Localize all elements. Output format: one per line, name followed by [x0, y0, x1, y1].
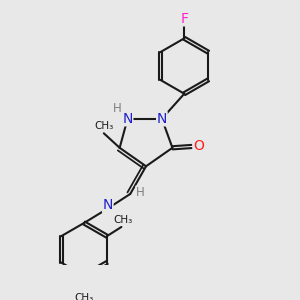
Text: O: O — [194, 140, 204, 154]
Text: H: H — [136, 186, 145, 199]
Text: CH₃: CH₃ — [94, 121, 113, 131]
Text: CH₃: CH₃ — [113, 215, 132, 225]
Text: N: N — [157, 112, 167, 126]
Text: F: F — [180, 12, 188, 26]
Text: CH₃: CH₃ — [74, 292, 94, 300]
Text: H: H — [113, 102, 122, 115]
Text: N: N — [103, 198, 113, 212]
Text: N: N — [122, 112, 133, 126]
